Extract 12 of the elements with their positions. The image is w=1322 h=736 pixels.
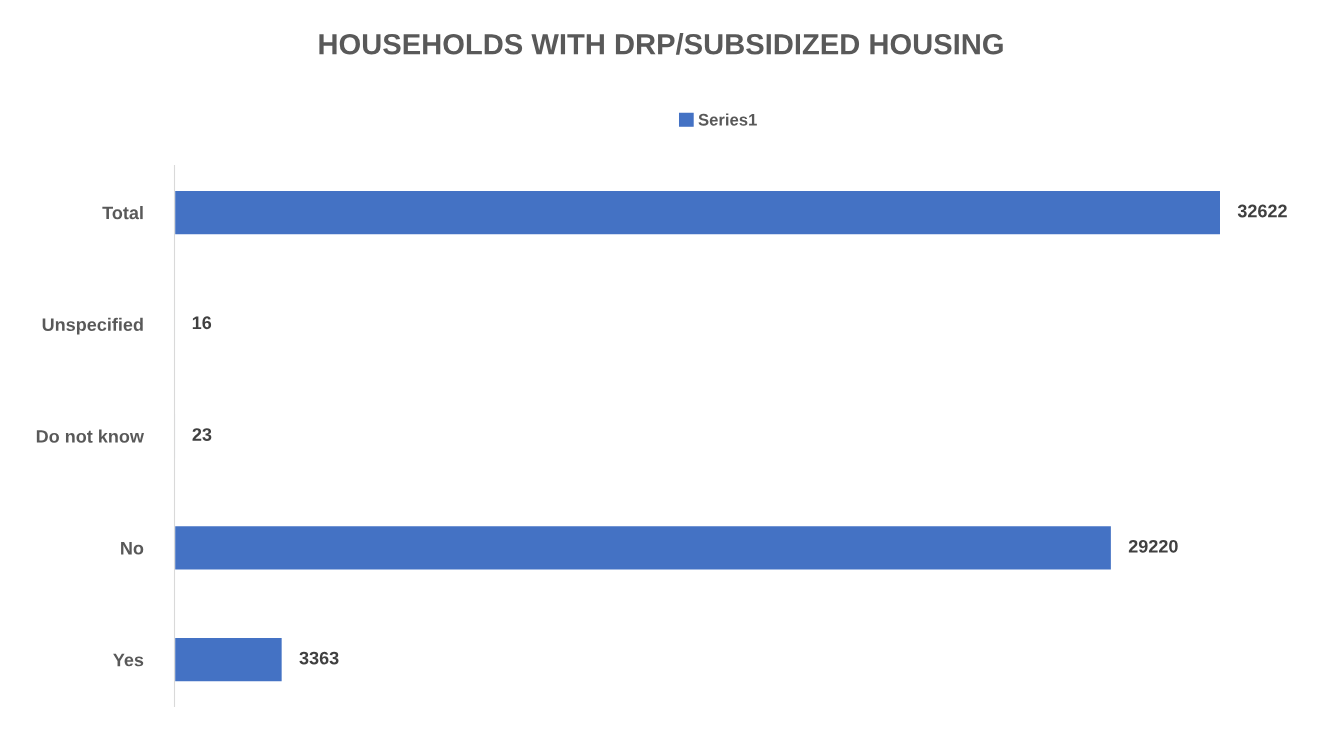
data-label: 29220	[1128, 539, 1178, 553]
y-tick-label: Yes	[113, 653, 144, 667]
chart-title: HOUSEHOLDS WITH DRP/SUBSIDIZED HOUSING	[319, 33, 1003, 55]
data-label: 23	[192, 428, 212, 441]
data-label: 32622	[1237, 204, 1287, 218]
y-tick-label: No	[121, 541, 144, 555]
data-label: 3363	[299, 651, 339, 665]
y-tick-label: Do not know	[36, 429, 144, 443]
y-tick-label: Total	[102, 206, 143, 220]
data-label: 16	[192, 316, 212, 330]
y-tick-label: Unspecified	[42, 317, 143, 335]
legend-label: Series1	[698, 113, 757, 126]
